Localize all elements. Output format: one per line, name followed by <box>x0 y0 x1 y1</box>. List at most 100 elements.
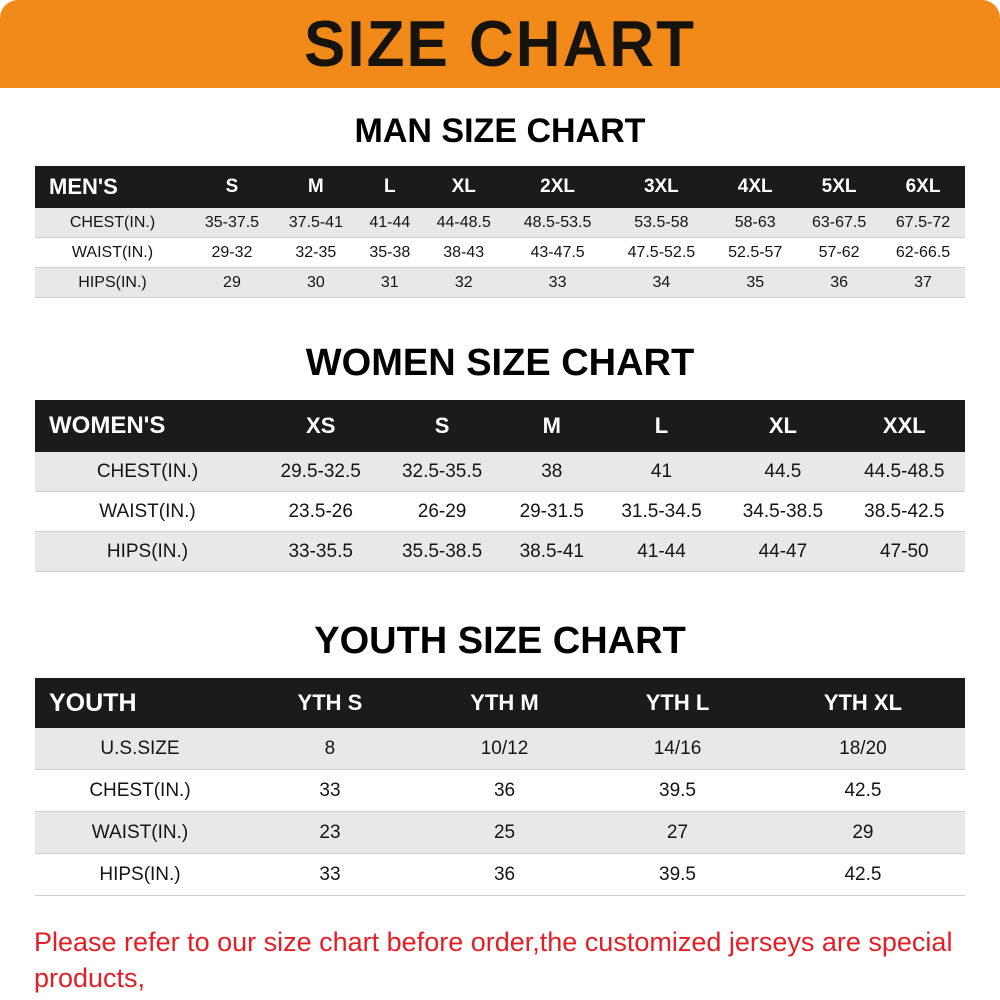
size-column-header-cell: XS <box>260 400 382 452</box>
measurement-value-cell: 44-47 <box>722 531 844 572</box>
size-column-header-cell: YTH L <box>594 678 761 728</box>
measurement-value-cell: 41-44 <box>357 208 422 238</box>
size-column-header-cell: 3XL <box>609 166 714 208</box>
size-column-header-cell: S <box>381 400 503 452</box>
measurement-label-cell: WAIST(IN.) <box>35 811 245 854</box>
measurement-label-cell: CHEST(IN.) <box>35 452 260 492</box>
size-column-header-cell: 2XL <box>505 166 610 208</box>
measurement-value-cell: 35-38 <box>357 237 422 268</box>
measurement-value-cell: 44.5 <box>722 452 844 492</box>
youth-size-section: YOUTH SIZE CHART YOUTH YTH S YTH M YTH L YTH… <box>0 572 1000 896</box>
size-column-header-cell: 6XL <box>881 166 965 208</box>
table-row: HIPS(IN.) 33-35.5 35.5-38.5 38.5-41 41-44 44-… <box>35 531 965 572</box>
table-row: WAIST(IN.) 29-32 32-35 35-38 38-43 43-47.5 47.… <box>35 237 965 268</box>
women-section-heading: WOMEN SIZE CHART <box>305 342 695 384</box>
measurement-value-cell: 27 <box>594 811 761 854</box>
size-column-header-cell: XL <box>722 400 844 452</box>
measurement-value-cell: 29-32 <box>190 237 274 268</box>
size-column-header-cell: 5XL <box>797 166 882 208</box>
measurement-label-cell: WAIST(IN.) <box>35 491 260 532</box>
measurement-value-cell: 14/16 <box>594 728 761 770</box>
table-row: WAIST(IN.) 23 25 27 29 <box>35 811 965 854</box>
measurement-value-cell: 32 <box>421 267 506 298</box>
measurement-value-cell: 31.5-34.5 <box>600 491 723 532</box>
measurement-label-cell: HIPS(IN.) <box>35 531 260 572</box>
measurement-value-cell: 18/20 <box>760 728 965 770</box>
measurement-value-cell: 32-35 <box>273 237 358 268</box>
measurement-value-cell: 33 <box>245 769 415 812</box>
measurement-value-cell: 47-50 <box>843 531 965 572</box>
measurement-value-cell: 29-31.5 <box>502 491 601 532</box>
table-row: CHEST(IN.) 33 36 39.5 42.5 <box>35 769 965 812</box>
size-column-header-cell: M <box>273 166 358 208</box>
measurement-value-cell: 67.5-72 <box>881 208 965 238</box>
table-header-row: WOMEN'S XS S M L XL XXL <box>35 400 965 452</box>
measurement-value-cell: 47.5-52.5 <box>609 237 714 268</box>
measurement-value-cell: 34 <box>609 267 714 298</box>
youth-size-table: YOUTH YTH S YTH M YTH L YTH XL U.S.SIZE 8 10/12… <box>35 678 965 896</box>
measurement-value-cell: 38-43 <box>421 237 506 268</box>
measurement-value-cell: 44-48.5 <box>421 208 506 238</box>
measurement-value-cell: 29 <box>760 811 965 854</box>
measurement-value-cell: 10/12 <box>414 728 595 770</box>
size-column-header-cell: M <box>502 400 601 452</box>
measurement-value-cell: 38.5-41 <box>502 531 601 572</box>
size-column-header-cell: L <box>357 166 422 208</box>
men-size-table: MEN'S S M L XL 2XL 3XL 4XL 5XL 6XL CHEST(IN.) 35-37… <box>35 166 965 298</box>
table-row: CHEST(IN.) 29.5-32.5 32.5-35.5 38 41 44.5 44.5… <box>35 452 965 492</box>
youth-section-heading: YOUTH SIZE CHART <box>314 620 686 662</box>
measurement-value-cell: 35.5-38.5 <box>381 531 503 572</box>
table-title-header-cell: YOUTH <box>35 678 245 728</box>
measurement-value-cell: 39.5 <box>594 853 761 896</box>
measurement-value-cell: 57-62 <box>797 237 882 268</box>
measurement-value-cell: 33 <box>245 853 415 896</box>
footer-note: Please refer to our size chart before or… <box>34 924 1000 1000</box>
measurement-value-cell: 35-37.5 <box>190 208 274 238</box>
measurement-value-cell: 32.5-35.5 <box>381 452 503 492</box>
measurement-value-cell: 38 <box>502 452 601 492</box>
measurement-value-cell: 63-67.5 <box>797 208 882 238</box>
measurement-value-cell: 26-29 <box>381 491 503 532</box>
measurement-value-cell: 48.5-53.5 <box>505 208 610 238</box>
measurement-value-cell: 34.5-38.5 <box>722 491 844 532</box>
measurement-label-cell: CHEST(IN.) <box>35 208 190 238</box>
measurement-value-cell: 52.5-57 <box>713 237 798 268</box>
size-column-header-cell: YTH S <box>245 678 415 728</box>
table-title-header-cell: WOMEN'S <box>35 400 260 452</box>
men-section-heading: MAN SIZE CHART <box>354 112 646 150</box>
measurement-value-cell: 62-66.5 <box>881 237 965 268</box>
banner: SIZE CHART <box>0 0 1000 88</box>
measurement-value-cell: 36 <box>414 769 595 812</box>
measurement-value-cell: 36 <box>414 853 595 896</box>
size-column-header-cell: YTH M <box>414 678 595 728</box>
table-row: HIPS(IN.) 33 36 39.5 42.5 <box>35 853 965 896</box>
table-title-header-cell: MEN'S <box>35 166 190 208</box>
measurement-value-cell: 44.5-48.5 <box>843 452 965 492</box>
measurement-label-cell: WAIST(IN.) <box>35 237 190 268</box>
measurement-value-cell: 42.5 <box>760 853 965 896</box>
measurement-value-cell: 29.5-32.5 <box>260 452 382 492</box>
men-size-section: MAN SIZE CHART MEN'S S M L XL 2XL 3XL 4XL 5XL 6XL… <box>0 88 1000 298</box>
footer-note-line-1: Please refer to our size chart before or… <box>34 927 953 993</box>
measurement-value-cell: 43-47.5 <box>505 237 610 268</box>
table-row: U.S.SIZE 8 10/12 14/16 18/20 <box>35 728 965 770</box>
page-title: SIZE CHART <box>304 7 696 81</box>
size-column-header-cell: XL <box>421 166 506 208</box>
women-size-table: WOMEN'S XS S M L XL XXL CHEST(IN.) 29.5-32.5 32.5… <box>35 400 965 572</box>
measurement-value-cell: 36 <box>797 267 882 298</box>
table-row: CHEST(IN.) 35-37.5 37.5-41 41-44 44-48.5 48.5… <box>35 208 965 238</box>
table-row: HIPS(IN.) 29 30 31 32 33 34 35 36 37 <box>35 267 965 298</box>
size-column-header-cell: YTH XL <box>760 678 965 728</box>
measurement-value-cell: 39.5 <box>594 769 761 812</box>
size-column-header-cell: S <box>190 166 274 208</box>
measurement-value-cell: 31 <box>357 267 422 298</box>
size-column-header-cell: L <box>600 400 723 452</box>
measurement-label-cell: HIPS(IN.) <box>35 267 190 298</box>
measurement-label-cell: HIPS(IN.) <box>35 853 245 896</box>
measurement-value-cell: 41 <box>600 452 723 492</box>
measurement-value-cell: 42.5 <box>760 769 965 812</box>
measurement-label-cell: U.S.SIZE <box>35 728 245 770</box>
table-header-row: MEN'S S M L XL 2XL 3XL 4XL 5XL 6XL <box>35 166 965 208</box>
measurement-value-cell: 37.5-41 <box>273 208 358 238</box>
